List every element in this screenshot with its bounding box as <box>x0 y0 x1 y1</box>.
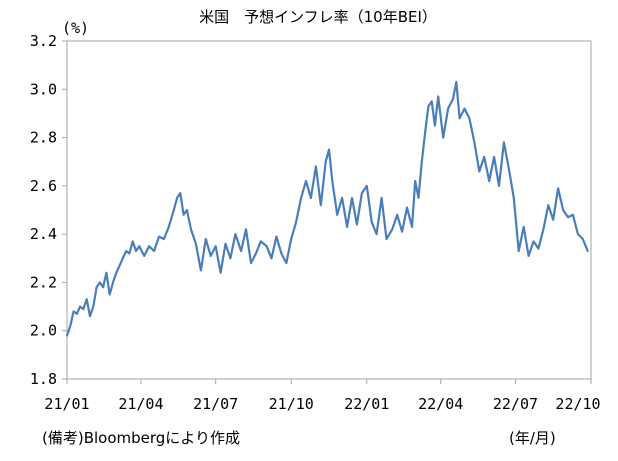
x-tick-label: 22/01 <box>344 395 389 413</box>
x-axis-ticks: 21/01 21/04 21/07 21/10 22/01 22/04 22/07 22/10 <box>44 379 601 413</box>
x-tick-label: 22/10 <box>555 395 600 413</box>
x-tick-label: 22/04 <box>418 395 463 413</box>
y-axis-ticks: 3.2 3.0 2.8 2.6 2.4 2.2 2.0 1.8 <box>30 32 67 388</box>
x-axis-unit-label: (年/月) <box>509 429 556 447</box>
y-tick-label: 2.0 <box>30 322 57 340</box>
chart-title: 米国 予想インフレ率（10年BEI） <box>199 8 437 26</box>
x-tick-label: 22/07 <box>493 395 538 413</box>
y-tick-label: 1.8 <box>30 370 57 388</box>
y-tick-label: 2.6 <box>30 177 57 195</box>
plot-area-frame <box>66 40 592 380</box>
y-axis-unit-label: (%) <box>62 19 89 37</box>
y-tick-label: 3.0 <box>30 80 57 98</box>
x-tick-label: 21/04 <box>118 395 163 413</box>
y-tick-label: 2.8 <box>30 129 57 147</box>
y-tick-label: 2.4 <box>30 225 57 243</box>
bei-series-line <box>65 80 589 337</box>
y-tick-label: 3.2 <box>30 32 57 50</box>
x-tick-label: 21/07 <box>193 395 238 413</box>
y-tick-label: 2.2 <box>30 273 57 291</box>
x-tick-label: 21/01 <box>44 395 89 413</box>
source-note: (備考)Bloombergにより作成 <box>42 429 241 447</box>
x-tick-label: 21/10 <box>269 395 314 413</box>
